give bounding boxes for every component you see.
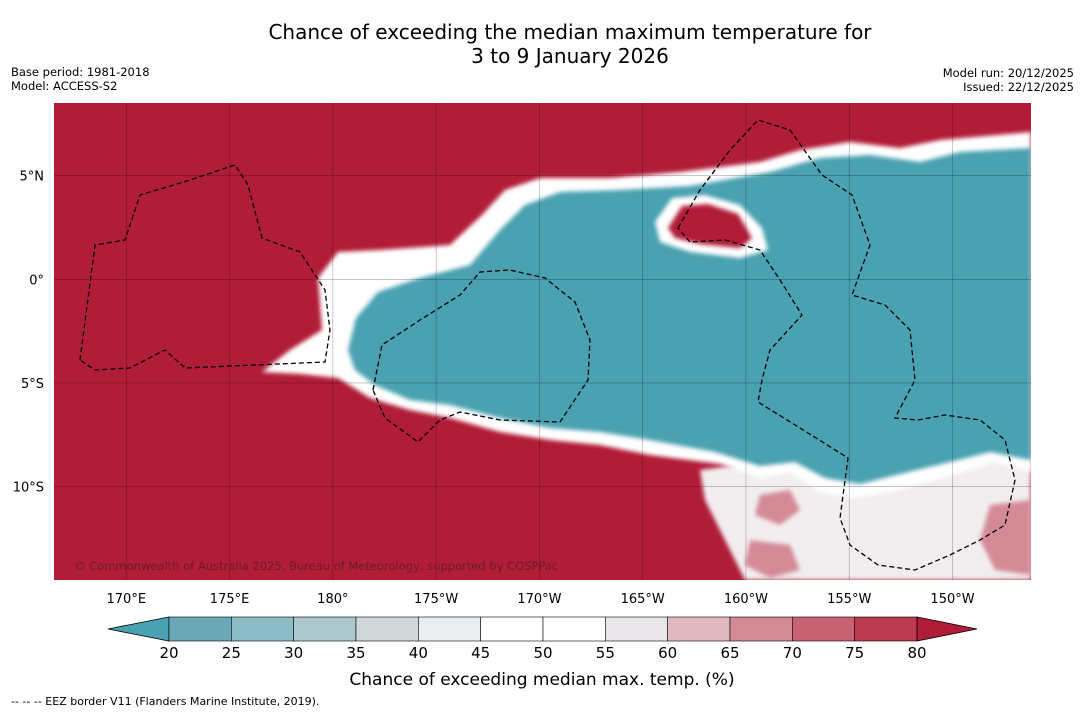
colorbar-tick-label: 65 [720, 644, 739, 662]
low-probability-region [348, 148, 1031, 484]
x-tick-label: 175°W [414, 592, 458, 607]
colorbar-segment [293, 616, 357, 642]
colorbar-segment [854, 616, 918, 642]
meta-left: Base period: 1981-2018 Model: ACCESS-S2 [11, 65, 150, 93]
base-period: Base period: 1981-2018 [11, 65, 150, 79]
colorbar-segment [168, 616, 232, 642]
colorbar-tick-label: 20 [159, 644, 178, 662]
high-probability-island [668, 204, 752, 248]
x-tick-label: 160°W [724, 592, 768, 607]
colorbar-segment [231, 616, 294, 642]
colorbar-segment [480, 616, 544, 642]
southeast-pink-patch [745, 490, 1031, 578]
colorbar-tick-label: 75 [845, 644, 864, 662]
x-tick-label: 150°W [930, 592, 974, 607]
colorbar-tick-label: 35 [346, 644, 365, 662]
y-tick-label: 5°N [20, 170, 45, 185]
y-tick-label: 10°S [13, 481, 44, 496]
colorbar-tick-label: 30 [284, 644, 303, 662]
chart-title: Chance of exceeding the median maximum t… [0, 20, 1085, 68]
colorbar: 20 25 30 35 40 45 50 55 60 65 70 75 80 [107, 616, 978, 662]
colorbar-segment [605, 616, 668, 642]
model-run: Model run: 20/12/2025 [942, 66, 1074, 80]
colorbar-segment [667, 616, 731, 642]
colorbar-tick-label: 50 [533, 644, 552, 662]
colorbar-tick-label: 70 [783, 644, 802, 662]
colorbar-segment [355, 616, 419, 642]
eez-footnote: -- -- -- EEZ border V11 (Flanders Marine… [11, 695, 320, 708]
colorbar-tick-label: 60 [658, 644, 677, 662]
y-axis-ticks: 5°N 0° 5°S 10°S [13, 170, 44, 496]
y-tick-label: 5°S [21, 377, 44, 392]
colorbar-segment [418, 616, 481, 642]
copyright-text: © Commonwealth of Australia 2025, Bureau… [74, 559, 558, 573]
colorbar-segment [729, 616, 793, 642]
title-line-1: Chance of exceeding the median maximum t… [268, 20, 872, 44]
map-panel: © Commonwealth of Australia 2025, Bureau… [54, 103, 1031, 580]
eez-border-west [79, 164, 331, 371]
x-tick-label: 165°W [621, 592, 665, 607]
eez-border-north [677, 119, 1016, 571]
x-tick-label: 170°E [107, 592, 147, 607]
colorbar-tick-label: 40 [409, 644, 428, 662]
x-tick-label: 175°E [210, 592, 250, 607]
colorbar-over-arrow [916, 616, 978, 642]
x-tick-label: 155°W [827, 592, 871, 607]
colorbar-tick-label: 55 [596, 644, 615, 662]
eez-borders [79, 119, 1016, 571]
issued-date: Issued: 22/12/2025 [963, 80, 1074, 94]
colorbar-tick-label: 45 [471, 644, 490, 662]
meta-right: Model run: 20/12/2025 Issued: 22/12/2025 [943, 66, 1074, 94]
y-tick-label: 0° [29, 273, 44, 288]
colorbar-title: Chance of exceeding median max. temp. (%… [349, 670, 734, 690]
colorbar-segment [792, 616, 855, 642]
x-tick-label: 170°W [517, 592, 561, 607]
model-name: Model: ACCESS-S2 [11, 79, 118, 93]
x-tick-label: 180° [317, 592, 348, 607]
x-axis-ticks: 170°E 175°E 180° 175°W 170°W 165°W 160°W 155°W 1… [107, 592, 975, 607]
colorbar-tick-label: 25 [222, 644, 241, 662]
colorbar-segment [542, 616, 606, 642]
colorbar-under-arrow [107, 616, 170, 642]
grid-lines [54, 103, 1031, 580]
title-line-2: 3 to 9 January 2026 [471, 44, 669, 68]
colorbar-tick-label: 80 [907, 644, 926, 662]
eez-border-central [372, 269, 591, 443]
